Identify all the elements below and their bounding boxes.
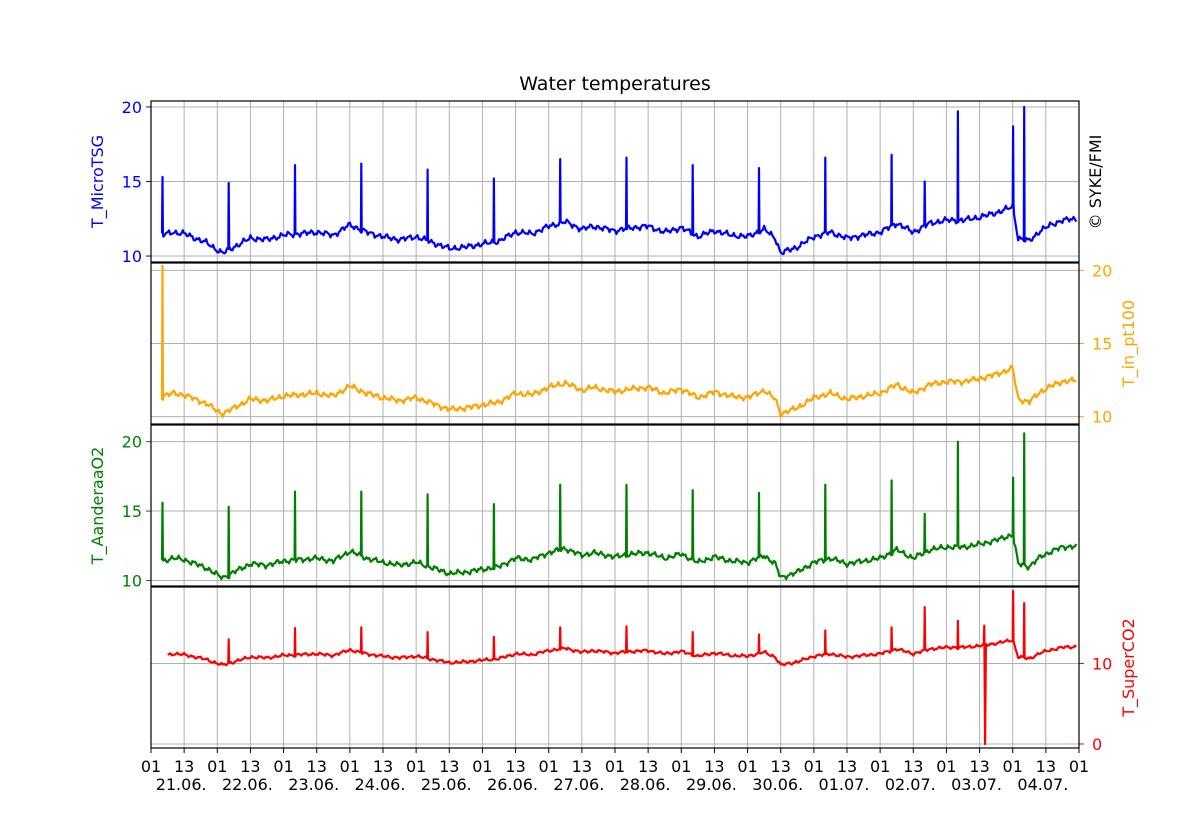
y-axis-label: T_MicroTSG: [88, 135, 108, 229]
y-axis-label: T_in_pt100: [1119, 300, 1139, 388]
x-date-label: 29.06.: [686, 775, 737, 794]
y-tick-label: 20: [122, 98, 142, 117]
x-tick-label: 01: [340, 757, 360, 776]
x-tick-label: 13: [704, 757, 724, 776]
x-tick-label: 01: [804, 757, 824, 776]
x-date-label: 24.06.: [355, 775, 406, 794]
panel-T_MicroTSG: 10 15 20 T_MicroTSG: [88, 98, 1080, 266]
x-tick-label: 01: [539, 757, 559, 776]
x-date-label: 26.06.: [487, 775, 538, 794]
x-tick-label: 13: [307, 757, 327, 776]
y-tick-label: 15: [122, 502, 142, 521]
y-axis-label: T_SuperCO2: [1119, 618, 1139, 718]
x-date-label: 30.06.: [752, 775, 803, 794]
x-tick-label: 13: [572, 757, 592, 776]
x-tick-label: 01: [207, 757, 227, 776]
x-tick-label: 13: [771, 757, 791, 776]
series-line-T_AanderaaO2: [160, 432, 1078, 581]
series-line-T_SuperCO2: [167, 589, 1077, 746]
panel-frame: [150, 424, 1080, 587]
x-tick-label: 01: [1003, 757, 1023, 776]
y-tick-label: 10: [122, 247, 142, 266]
panel-frame: [150, 100, 1080, 263]
y-tick-label: 0: [1092, 735, 1102, 754]
x-tick-label: 13: [174, 757, 194, 776]
panel-T_in_pt100: 10 15 20 T_in_pt100: [150, 261, 1139, 427]
y-tick-label: 10: [1092, 408, 1112, 427]
y-tick-label: 15: [1092, 335, 1112, 354]
x-tick-label: 13: [638, 757, 658, 776]
x-tick-label: 01: [936, 757, 956, 776]
x-tick-label: 01: [406, 757, 426, 776]
x-tick-label: 01: [605, 757, 625, 776]
x-tick-label: 13: [439, 757, 459, 776]
x-tick-label: 13: [1036, 757, 1056, 776]
y-tick-label: 20: [1092, 261, 1112, 280]
x-tick-label: 01: [870, 757, 890, 776]
y-tick-label: 10: [1092, 654, 1112, 673]
x-tick-label: 01: [1069, 757, 1089, 776]
x-date-label: 01.07.: [819, 775, 870, 794]
y-tick-label: 20: [122, 433, 142, 452]
x-date-label: 03.07.: [951, 775, 1002, 794]
x-date-label: 02.07.: [885, 775, 936, 794]
x-tick-label: 01: [472, 757, 492, 776]
x-date-label: 04.07.: [1017, 775, 1068, 794]
chart-title: Water temperatures: [519, 73, 711, 95]
copyright-label: © SYKE/FMI: [1086, 135, 1105, 230]
x-tick-label: 01: [671, 757, 691, 776]
x-tick-label: 13: [969, 757, 989, 776]
x-tick-label: 13: [505, 757, 525, 776]
series-line-T_in_pt100: [160, 264, 1077, 419]
panel-T_AanderaaO2: 10 15 20 T_AanderaaO2: [88, 424, 1080, 590]
x-date-label: 28.06.: [620, 775, 671, 794]
x-tick-label: 13: [373, 757, 393, 776]
x-date-label: 27.06.: [553, 775, 604, 794]
x-date-label: 21.06.: [156, 775, 207, 794]
x-axis: 01 13 01 13 01 13 01 13 01 13 01 13 01 13 01 13 01 13 01 13…: [141, 748, 1089, 794]
y-tick-label: 10: [122, 571, 142, 590]
x-tick-label: 01: [141, 757, 161, 776]
chart-panels: 10 15 20 T_MicroTSG 10 15 20 T_in_pt100 10 15 20 T_…: [88, 98, 1139, 794]
x-date-label: 23.06.: [288, 775, 339, 794]
x-tick-label: 13: [240, 757, 260, 776]
y-axis-label: T_AanderaaO2: [88, 447, 108, 566]
x-tick-label: 01: [737, 757, 757, 776]
x-date-label: 25.06.: [421, 775, 472, 794]
y-tick-label: 15: [122, 173, 142, 192]
x-tick-label: 01: [273, 757, 293, 776]
x-tick-label: 13: [903, 757, 923, 776]
panel-frame: [150, 262, 1080, 425]
x-date-label: 22.06.: [222, 775, 273, 794]
x-tick-label: 13: [837, 757, 857, 776]
series-line-T_MicroTSG: [160, 105, 1078, 256]
